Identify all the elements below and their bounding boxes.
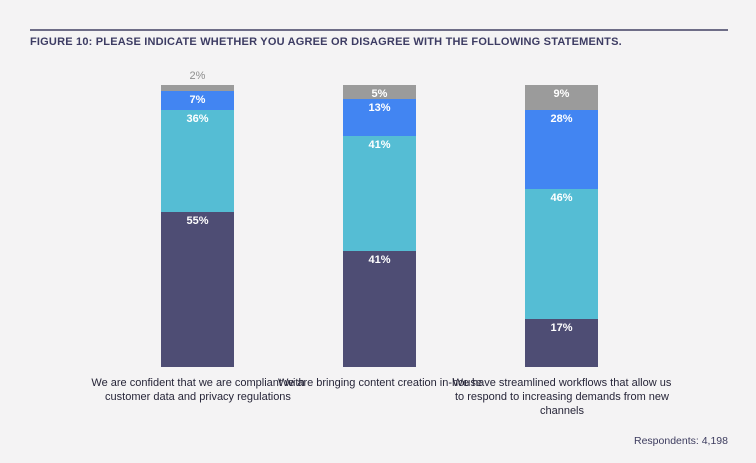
bar2-teal-segment: 41%	[343, 135, 416, 252]
bar2-blue-label: 13%	[368, 102, 391, 115]
category-label-3: We have streamlined workflows that allow…	[452, 377, 672, 417]
bar1-teal-label: 36%	[186, 113, 209, 126]
category-label-1: We are confident that we are compliant w…	[91, 377, 305, 403]
bar3-gray-label: 9%	[553, 88, 570, 101]
bar-group-3: 9% 28% 46% 17%	[525, 85, 598, 367]
bar-group-1: 2% 7% 36% 55%	[161, 70, 234, 367]
bar1-gray-label: 2%	[189, 70, 206, 83]
bar1-blue-label: 7%	[189, 93, 206, 106]
bar1-purple-segment: 55%	[161, 211, 234, 367]
respondents-note: Respondents: 4,198	[634, 435, 728, 447]
bar2-gray-segment: 5%	[343, 85, 416, 101]
bar3-gray-segment: 9%	[525, 85, 598, 111]
bar1-purple-label: 55%	[186, 214, 209, 227]
bar1-teal-segment: 36%	[161, 110, 234, 212]
bar3-teal-segment: 46%	[525, 189, 598, 320]
bar3-blue-label: 28%	[550, 113, 573, 126]
bar1-gray-segment: 2%	[161, 70, 234, 91]
bar3-purple-segment: 17%	[525, 319, 598, 367]
bar2-gray-label: 5%	[371, 88, 388, 101]
bar3-purple-label: 17%	[550, 322, 573, 335]
bar2-blue-segment: 13%	[343, 99, 416, 136]
bar3-teal-label: 46%	[550, 192, 573, 205]
figure-title: FIGURE 10: PLEASE INDICATE WHETHER YOU A…	[30, 36, 622, 48]
bar1-blue-segment: 7%	[161, 90, 234, 111]
bar2-purple-label: 41%	[368, 254, 391, 267]
bar3-blue-segment: 28%	[525, 110, 598, 190]
bar-group-2: 5% 13% 41% 41%	[343, 85, 416, 367]
bar2-teal-label: 41%	[368, 138, 391, 151]
title-rule	[30, 29, 728, 31]
bar2-purple-segment: 41%	[343, 251, 416, 367]
category-label-2: We are bringing content creation in-hous…	[277, 377, 483, 389]
